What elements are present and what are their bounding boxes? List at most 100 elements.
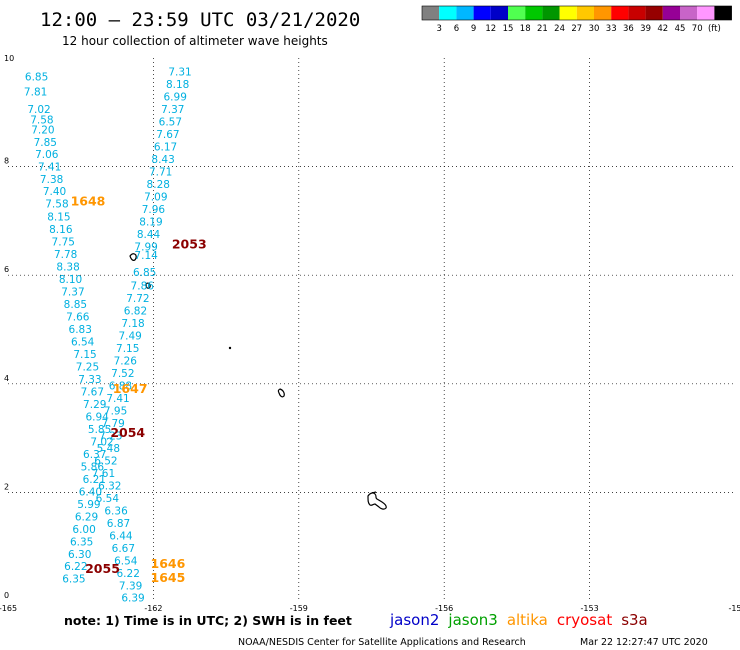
swh-value-label: 7.15 [116,343,139,355]
swh-value-label: 6.32 [98,480,121,492]
colorbar-label: 70 [692,24,703,34]
swh-value-label: 5.48 [97,443,120,455]
swh-value-label: 7.20 [31,125,54,137]
swh-value-label: 8.18 [166,79,189,91]
island-shape [145,282,151,289]
swh-value-label: 7.25 [76,361,99,373]
note-text: note: 1) Time is in UTC; 2) SWH is in fe… [64,613,352,628]
colorbar-label: 9 [471,24,476,34]
swh-value-label: 7.52 [111,368,134,380]
x-tick-label: -162 [144,604,162,613]
satellite-legend: jason2 jason3 altika cryosat s3a [389,611,648,629]
legend-item: jason2 [389,611,439,629]
swh-value-label: 6.44 [109,530,133,542]
pass-time-label: 1646 [151,556,186,571]
colorbar-swatch [473,6,491,20]
footer-timestamp: Mar 22 12:27:47 UTC 2020 [580,637,708,648]
swh-value-label: 6.35 [70,536,93,548]
swh-value-label: 7.66 [66,311,90,323]
swh-value-label: 7.33 [78,374,101,386]
chart-subtitle: 12 hour collection of altimeter wave hei… [62,34,328,48]
plot-area: 6.857.817.027.587.207.857.067.417.387.40… [0,54,740,613]
swh-value-label: 7.23 [99,430,122,442]
colorbar-label: 18 [520,24,531,34]
swh-value-label: 6.57 [159,117,182,129]
colorbar-label: 45 [675,24,686,34]
colorbar-swatch [611,6,629,20]
swh-value-label: 6.99 [164,92,187,104]
swh-value-label: 7.37 [161,104,184,116]
colorbar-label: (ft) [708,24,721,34]
swh-value-label: 7.06 [35,149,59,161]
axis-ticks: -165 -162 -159 -156 -153 -15 0 2 4 6 8 10 [0,54,740,613]
colorbar-swatch [697,6,715,20]
swh-value-label: 6.40 [79,486,102,498]
swh-value-label: 7.72 [126,293,149,305]
swh-value-label: 8.19 [139,216,162,228]
swh-value-label: 6.22 [64,561,87,573]
y-tick-label: 2 [4,482,9,491]
colorbar-label: 12 [485,24,496,34]
x-tick-label: -165 [0,604,17,613]
swh-value-label: 7.02 [90,436,113,448]
y-tick-label: 6 [4,265,9,274]
pass-time-label: 2053 [172,237,207,252]
swh-value-label: 7.81 [24,87,47,99]
swh-value-label: 7.02 [27,104,50,116]
colorbar-label: 6 [454,24,459,34]
swh-value-label: 7.29 [83,399,106,411]
swh-value-label: 7.26 [114,355,138,367]
pass-time-label: 2054 [110,425,145,440]
swh-value-label: 7.49 [118,330,141,342]
swh-value-label: 6.22 [117,568,140,580]
colorbar-swatch [576,6,594,20]
colorbar-swatch [508,6,526,20]
swh-value-label: 8.15 [47,212,70,224]
y-tick-label: 4 [4,374,9,383]
swh-value-label: 6.83 [69,324,92,336]
colorbar-swatch [439,6,457,20]
colorbar-label: 15 [503,24,514,34]
swh-value-label: 7.31 [168,67,191,79]
swh-value-label: 7.14 [134,250,158,262]
y-tick-label: 0 [4,591,9,600]
swh-value-label: 7.85 [34,137,57,149]
swh-value-label: 6.82 [124,305,147,317]
x-tick-label: -156 [435,604,453,613]
island-shape [367,492,387,510]
swh-value-label: 7.67 [156,129,179,141]
swh-value-label: 6.87 [107,518,130,530]
x-tick-label: -15 [728,604,740,613]
swh-value-label: 6.21 [83,474,106,486]
swh-value-label: 6.37 [83,449,106,461]
swh-value-label: 7.58 [45,199,68,211]
colorbar-label: 27 [571,24,582,34]
plot-frame [8,58,735,601]
hawaiian-islands [129,253,387,510]
colorbar-label: 24 [554,24,565,34]
x-tick-label: -153 [581,604,599,613]
swh-value-label: 6.00 [72,524,95,536]
colorbar-border [421,5,732,21]
x-tick-label: -159 [290,604,308,613]
island-shape [277,388,285,398]
swh-value-label: 7.15 [73,349,96,361]
colorbar-swatch [714,6,732,20]
colorbar-label: 3 [436,24,441,34]
pass-time-label: 1647 [113,381,148,396]
swh-value-label: 5.86 [81,461,105,473]
chart-title: 12:00 – 23:59 UTC 03/21/2020 [40,9,360,31]
colorbar-label: 33 [606,24,617,34]
colorbar-swatch [525,6,543,20]
swh-value-label: 6.54 [114,555,138,567]
swh-value-label: 8.43 [151,154,174,166]
y-tick-label: 10 [4,54,14,63]
swh-value-label: 7.71 [149,166,172,178]
swh-value-label: 6.94 [85,411,109,423]
legend-item: cryosat [557,611,612,629]
swh-value-label: 6.17 [154,142,177,154]
swh-value-label: 6.67 [112,543,135,555]
colorbar-swatch [559,6,577,20]
swh-value-label: 7.75 [52,237,75,249]
